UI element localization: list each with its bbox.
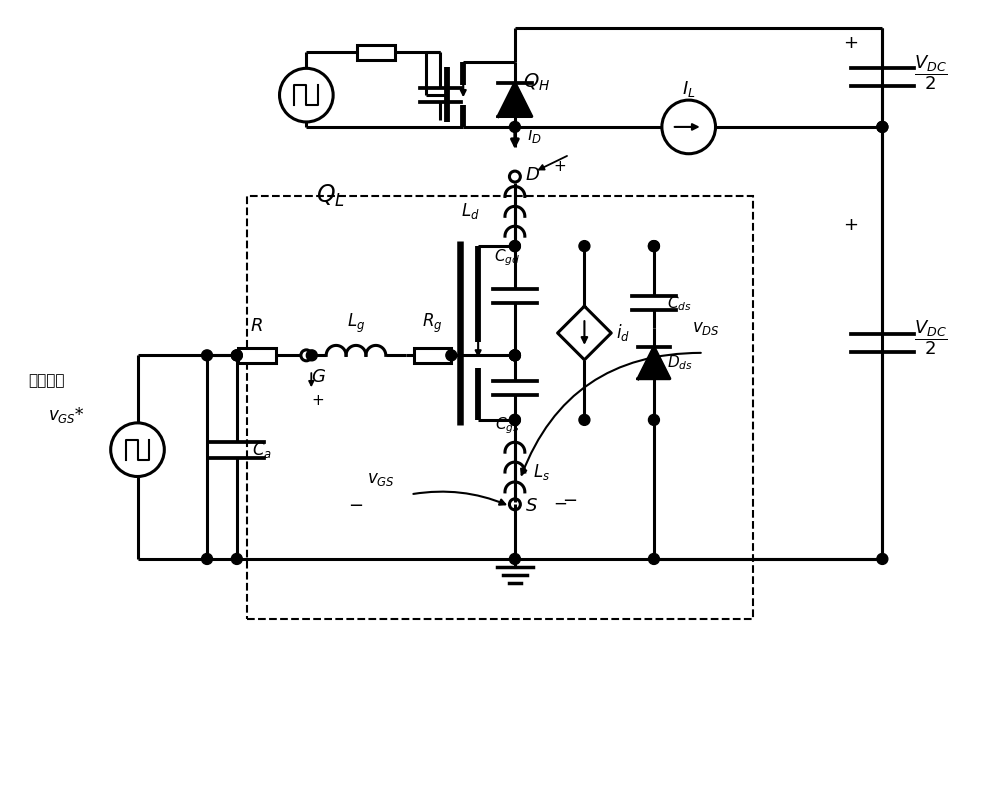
Circle shape [509,553,520,565]
Circle shape [648,553,659,565]
Bar [247,197,753,619]
Circle shape [202,350,212,360]
Text: $C_{gd}$: $C_{gd}$ [494,247,520,268]
Text: $\dfrac{V_{DC}}{2}$: $\dfrac{V_{DC}}{2}$ [914,53,947,92]
Circle shape [202,553,212,565]
Text: $-$: $-$ [562,490,577,509]
Text: $L_s$: $L_s$ [533,462,550,482]
Text: $-$: $-$ [348,495,364,514]
Polygon shape [498,83,532,117]
Text: $G$: $G$ [311,369,326,386]
Text: $C_a$: $C_a$ [252,440,272,460]
Text: $v_{GS}$: $v_{GS}$ [367,471,395,488]
Text: $R_g$: $R_g$ [422,313,443,335]
Text: $+$: $+$ [843,33,858,52]
Text: $i_d$: $i_d$ [616,322,630,343]
Circle shape [648,241,659,252]
Circle shape [509,241,520,252]
Text: $I_L$: $I_L$ [682,79,695,99]
Text: $L_d$: $L_d$ [461,202,480,221]
Polygon shape [558,306,611,360]
Bar [414,347,451,363]
Text: $+$: $+$ [553,159,566,174]
Circle shape [877,122,888,132]
Circle shape [579,241,590,252]
Circle shape [509,415,520,425]
Circle shape [509,350,520,360]
Text: $-$: $-$ [553,493,567,511]
Text: $\dfrac{V_{DC}}{2}$: $\dfrac{V_{DC}}{2}$ [914,318,947,357]
Text: $v_{DS}$: $v_{DS}$ [692,319,719,336]
Circle shape [648,241,659,252]
Text: $D_{ds}$: $D_{ds}$ [667,353,693,372]
Text: $+$: $+$ [311,393,324,407]
Circle shape [509,122,520,132]
Text: 驱动信号: 驱动信号 [28,373,65,388]
Circle shape [509,241,520,252]
Circle shape [231,350,242,360]
Text: $L_g$: $L_g$ [347,313,365,335]
Circle shape [280,68,333,122]
Circle shape [662,100,716,154]
Text: $C_{gs}$: $C_{gs}$ [495,416,519,436]
Polygon shape [638,347,670,379]
Circle shape [231,553,242,565]
Bar [238,347,276,363]
Circle shape [509,350,520,360]
Circle shape [877,122,888,132]
Circle shape [509,350,520,360]
Text: $R$: $R$ [250,318,263,335]
Circle shape [306,350,317,360]
Text: $Q_L$: $Q_L$ [316,183,345,209]
Circle shape [877,553,888,565]
Text: $+$: $+$ [843,216,858,234]
Circle shape [579,415,590,425]
Circle shape [509,415,520,425]
Bar [357,45,395,60]
Text: $D$: $D$ [525,165,540,184]
Circle shape [446,350,457,360]
Circle shape [111,423,164,476]
Text: $i_D$: $i_D$ [527,125,542,145]
Circle shape [648,415,659,425]
Text: $Q_H$: $Q_H$ [523,71,550,93]
Text: $v_{GS}$*: $v_{GS}$* [48,405,85,425]
Text: $C_{ds}$: $C_{ds}$ [667,294,692,313]
Text: $S$: $S$ [525,497,538,515]
Circle shape [231,350,242,360]
